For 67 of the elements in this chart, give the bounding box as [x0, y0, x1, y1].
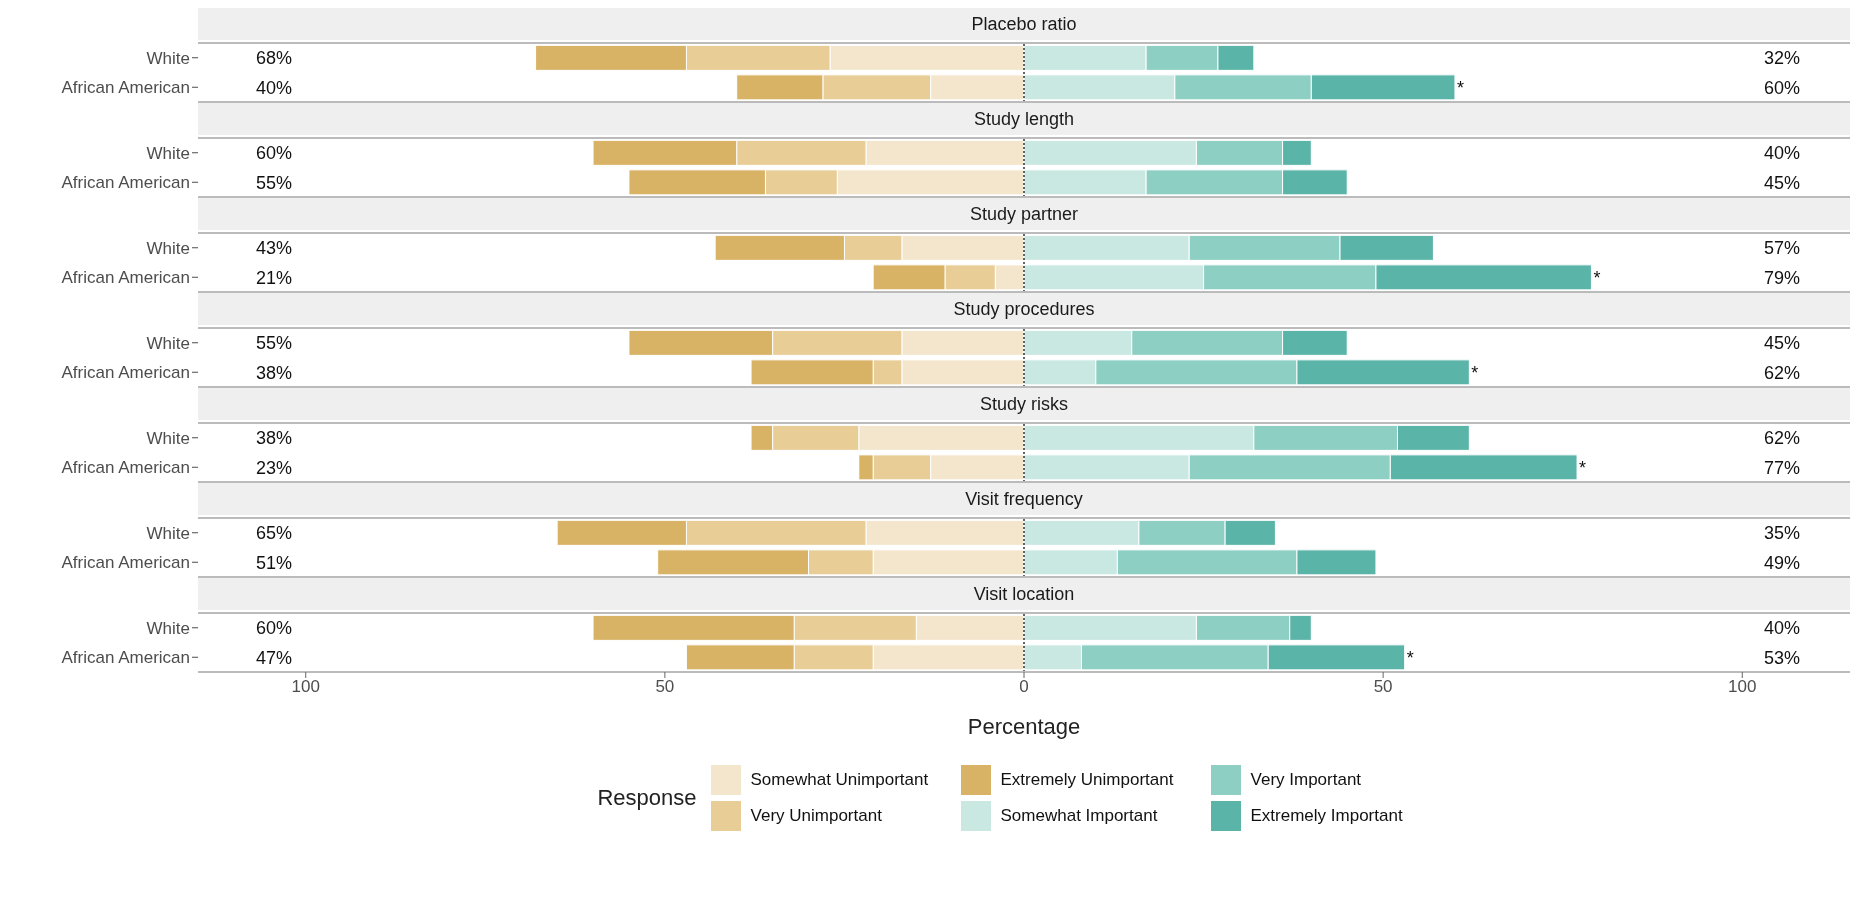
- y-tick-label: African American: [61, 458, 190, 478]
- x-tick-label: 50: [1373, 677, 1393, 697]
- annotation: 68%: [256, 48, 293, 69]
- chart-title: Visit location: [198, 578, 1850, 610]
- annotation: 40%: [1763, 618, 1800, 639]
- x-tick-label: 100: [1728, 677, 1757, 697]
- annotation: 79%: [1763, 267, 1800, 288]
- annotation: 43%: [256, 238, 293, 259]
- annotation: 40%: [1763, 143, 1800, 164]
- chart-title: Visit frequency: [198, 483, 1850, 515]
- annotation: 45%: [1763, 172, 1800, 193]
- annotation: 65%: [256, 523, 293, 544]
- y-tick-label: African American: [61, 268, 190, 288]
- legend-label: Very Important: [1250, 770, 1363, 790]
- chart-title: Study risks: [198, 388, 1850, 420]
- annotation: *: [1456, 77, 1464, 98]
- annotation: 21%: [256, 267, 293, 288]
- legend-label: Somewhat Unimportant: [750, 770, 930, 790]
- legend-label: Extremely Unimportant: [1000, 770, 1175, 790]
- legend-label: Extremely Important: [1250, 806, 1404, 826]
- x-tick-label: 0: [1019, 677, 1029, 697]
- annotation: 57%: [1763, 238, 1800, 259]
- legend-label: Very Unimportant: [750, 806, 883, 826]
- legend-label: Somewhat Important: [1000, 806, 1159, 826]
- annotation: 45%: [1763, 333, 1800, 354]
- chart-title: Study procedures: [198, 293, 1850, 325]
- annotation: 55%: [256, 333, 293, 354]
- annotation: 60%: [1763, 77, 1800, 98]
- y-tick-label: White: [146, 238, 190, 258]
- annotation: 38%: [256, 362, 293, 383]
- annotation: 38%: [256, 428, 293, 449]
- annotation: 60%: [256, 618, 293, 639]
- y-tick-label: African American: [61, 648, 190, 668]
- chart-title: Study length: [198, 103, 1850, 135]
- annotation: 40%: [256, 77, 293, 98]
- annotation: 32%: [1763, 48, 1800, 69]
- y-tick-label: White: [146, 523, 190, 543]
- annotation: 53%: [1763, 647, 1800, 668]
- annotation: 35%: [1763, 523, 1800, 544]
- x-tick-label: 100: [291, 677, 320, 697]
- y-tick-label: African American: [61, 173, 190, 193]
- annotation: *: [1593, 267, 1601, 288]
- y-tick-label: White: [146, 428, 190, 448]
- y-tick-label: African American: [61, 363, 190, 383]
- y-tick-label: White: [146, 48, 190, 68]
- annotation: *: [1406, 647, 1414, 668]
- annotation: 23%: [256, 457, 293, 478]
- x-tick-label: 50: [655, 677, 675, 697]
- annotation: 60%: [256, 143, 293, 164]
- annotation: 47%: [256, 647, 293, 668]
- chart-title: Study partner: [198, 198, 1850, 230]
- annotation: 55%: [256, 172, 293, 193]
- annotation: 49%: [1763, 552, 1800, 573]
- y-tick-label: African American: [61, 78, 190, 98]
- annotation: 62%: [1763, 362, 1800, 383]
- annotation: 62%: [1763, 428, 1800, 449]
- annotation: *: [1579, 457, 1587, 478]
- annotation: *: [1471, 362, 1479, 383]
- y-tick-label: White: [146, 333, 190, 353]
- x-axis-title: Percentage: [967, 714, 1081, 739]
- annotation: 51%: [256, 552, 293, 573]
- annotation: 77%: [1763, 457, 1800, 478]
- y-tick-label: African American: [61, 553, 190, 573]
- legend-title: Response: [597, 785, 697, 811]
- chart-title: Placebo ratio: [198, 8, 1850, 40]
- y-tick-label: White: [146, 618, 190, 638]
- y-tick-label: White: [146, 143, 190, 163]
